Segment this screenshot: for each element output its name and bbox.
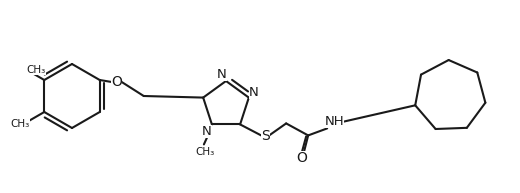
Text: N: N [217,68,227,80]
Text: CH₃: CH₃ [196,147,215,157]
Text: O: O [297,151,308,165]
Text: CH₃: CH₃ [27,65,46,75]
Text: N: N [249,86,259,99]
Text: NH: NH [324,115,344,128]
Text: S: S [261,130,269,143]
Text: N: N [202,125,212,138]
Text: O: O [111,75,122,89]
Text: CH₃: CH₃ [10,119,30,129]
